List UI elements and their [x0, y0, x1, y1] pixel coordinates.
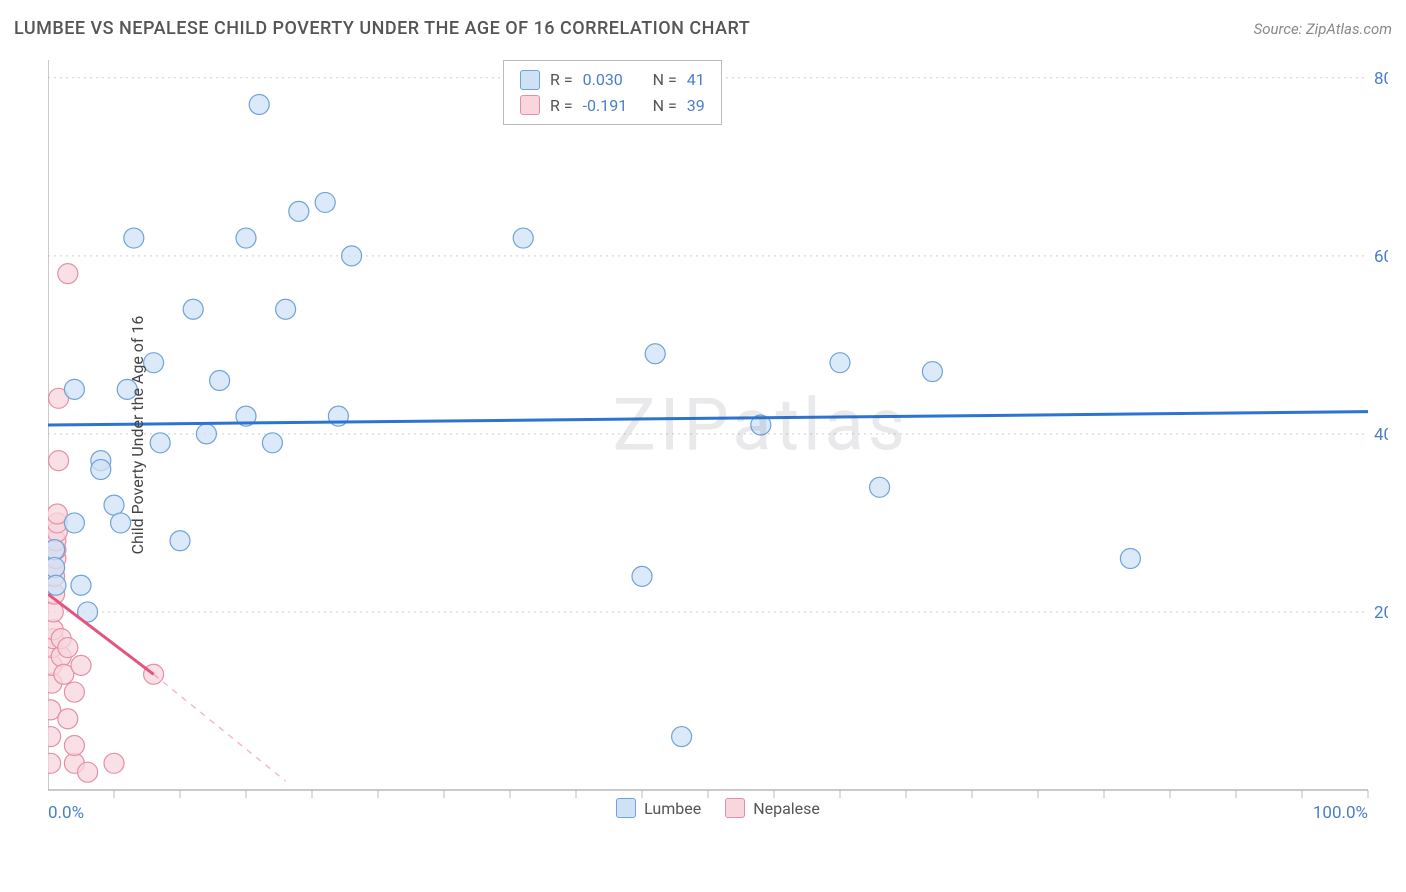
data-point: [48, 753, 61, 773]
y-axis-label: Child Poverty Under the Age of 16: [128, 316, 147, 555]
data-point: [104, 753, 124, 773]
data-point: [150, 433, 170, 453]
data-point: [249, 95, 269, 115]
chart-source: Source: ZipAtlas.com: [1254, 20, 1392, 38]
chart-header: LUMBEE VS NEPALESE CHILD POVERTY UNDER T…: [14, 18, 1392, 39]
source-prefix: Source:: [1254, 20, 1306, 38]
data-point: [104, 495, 124, 515]
data-point: [632, 566, 652, 586]
legend-item: Nepalese: [725, 798, 820, 818]
y-tick-label: 40.0%: [1374, 425, 1388, 445]
data-point: [64, 735, 84, 755]
data-point: [48, 540, 65, 560]
data-point: [870, 477, 890, 497]
y-tick-label: 60.0%: [1374, 247, 1388, 267]
r-value: 0.030: [583, 67, 643, 93]
n-value: 39: [687, 93, 705, 119]
data-point: [91, 460, 111, 480]
chart-title: LUMBEE VS NEPALESE CHILD POVERTY UNDER T…: [14, 18, 750, 39]
data-point: [48, 575, 66, 595]
data-point: [71, 655, 91, 675]
trend-line-nepalese-extrapolated: [154, 674, 286, 781]
data-point: [1120, 549, 1140, 569]
legend-swatch: [520, 70, 540, 90]
data-point: [64, 682, 84, 702]
legend-swatch: [725, 798, 745, 818]
data-point: [276, 299, 296, 319]
data-point: [48, 557, 65, 577]
data-point: [78, 762, 98, 782]
data-point: [922, 362, 942, 382]
correlation-legend: R = 0.030 N = 41 R = -0.191 N = 39: [503, 60, 722, 125]
r-value: -0.191: [583, 93, 643, 119]
correlation-legend-row: R = -0.191 N = 39: [520, 93, 705, 119]
n-label: N =: [653, 67, 677, 93]
data-point: [196, 424, 216, 444]
correlation-legend-row: R = 0.030 N = 41: [520, 67, 705, 93]
n-value: 41: [687, 67, 705, 93]
data-point: [58, 264, 78, 284]
data-point: [170, 531, 190, 551]
data-point: [71, 575, 91, 595]
legend-label: Nepalese: [753, 799, 820, 818]
scatter-chart: 20.0%40.0%60.0%80.0%0.0%100.0%: [48, 50, 1388, 820]
data-point: [210, 370, 230, 390]
data-point: [58, 638, 78, 658]
data-point: [315, 192, 335, 212]
source-name: ZipAtlas.com: [1306, 20, 1392, 38]
r-label: R =: [550, 67, 573, 93]
data-point: [672, 727, 692, 747]
data-point: [64, 379, 84, 399]
data-point: [830, 353, 850, 373]
data-point: [48, 727, 61, 747]
legend-swatch: [520, 95, 540, 115]
data-point: [64, 513, 84, 533]
y-tick-label: 80.0%: [1374, 69, 1388, 89]
data-point: [645, 344, 665, 364]
data-point: [289, 201, 309, 221]
legend-item: Lumbee: [616, 798, 701, 818]
data-point: [124, 228, 144, 248]
data-point: [342, 246, 362, 266]
data-point: [183, 299, 203, 319]
data-point: [236, 228, 256, 248]
data-point: [49, 451, 69, 471]
y-tick-label: 20.0%: [1374, 603, 1388, 623]
data-point: [262, 433, 282, 453]
series-legend: Lumbee Nepalese: [48, 798, 1388, 818]
plot-area: Child Poverty Under the Age of 16 20.0% 4…: [48, 50, 1388, 820]
data-point: [513, 228, 533, 248]
legend-swatch: [616, 798, 636, 818]
legend-label: Lumbee: [644, 799, 701, 818]
n-label: N =: [653, 93, 677, 119]
r-label: R =: [550, 93, 573, 119]
data-point: [58, 709, 78, 729]
